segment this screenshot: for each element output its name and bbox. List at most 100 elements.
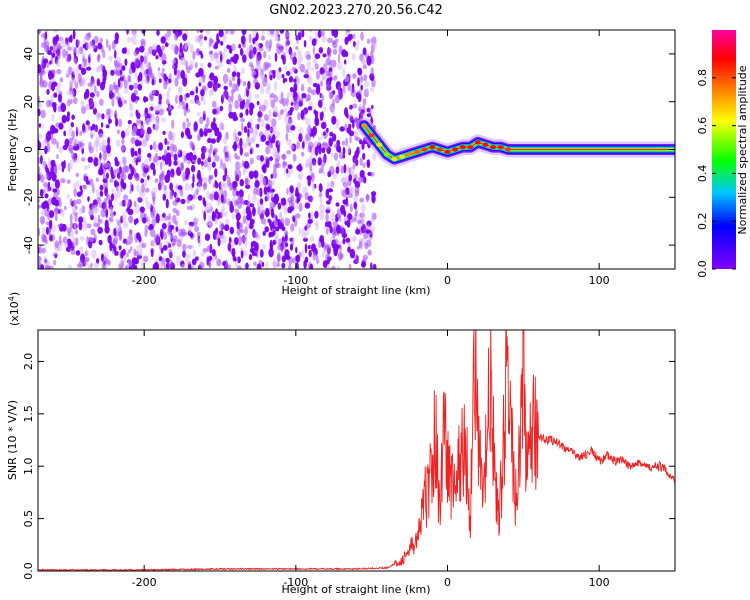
noise-speckle xyxy=(54,199,60,207)
noise-speckle xyxy=(167,146,170,151)
noise-speckle xyxy=(366,113,372,118)
y-tick-label: 1.0 xyxy=(22,457,35,475)
noise-speckle xyxy=(295,204,300,210)
noise-speckle xyxy=(269,156,273,162)
noise-speckle xyxy=(305,162,310,168)
noise-speckle xyxy=(152,43,157,51)
noise-speckle xyxy=(83,60,87,68)
noise-speckle xyxy=(136,184,140,193)
noise-speckle xyxy=(260,35,266,41)
noise-speckle xyxy=(354,42,359,51)
noise-speckle xyxy=(102,151,108,161)
noise-speckle xyxy=(153,233,160,244)
noise-speckle xyxy=(339,218,343,223)
noise-speckle xyxy=(126,36,131,44)
noise-speckle xyxy=(223,211,228,217)
noise-speckle xyxy=(306,93,312,101)
noise-speckle xyxy=(140,178,145,184)
noise-speckle xyxy=(218,221,224,230)
noise-speckle xyxy=(43,181,48,188)
noise-speckle xyxy=(221,51,226,60)
noise-speckle xyxy=(47,198,52,205)
noise-speckle xyxy=(327,37,333,43)
noise-speckle xyxy=(180,198,186,205)
noise-speckle xyxy=(270,99,275,109)
noise-speckle xyxy=(308,249,312,258)
noise-speckle xyxy=(253,261,257,267)
noise-speckle xyxy=(67,264,72,269)
noise-speckle xyxy=(354,173,358,181)
noise-speckle xyxy=(354,180,361,189)
noise-speckle xyxy=(293,91,298,98)
noise-speckle xyxy=(90,214,94,221)
noise-speckle xyxy=(286,91,291,99)
noise-speckle xyxy=(354,186,360,194)
noise-speckle xyxy=(225,197,231,206)
noise-speckle xyxy=(270,208,274,218)
noise-speckle xyxy=(105,172,109,180)
noise-speckle xyxy=(120,186,123,193)
noise-speckle xyxy=(72,68,76,75)
noise-speckle xyxy=(133,89,138,96)
noise-speckle xyxy=(240,67,245,75)
noise-speckle xyxy=(63,130,67,137)
noise-speckle xyxy=(344,51,349,58)
noise-speckle xyxy=(223,85,228,91)
noise-speckle xyxy=(370,217,376,223)
noise-speckle xyxy=(165,80,170,86)
noise-speckle xyxy=(144,69,148,78)
noise-speckle xyxy=(351,52,356,61)
noise-speckle xyxy=(60,178,66,184)
noise-speckle xyxy=(234,152,238,159)
noise-speckle xyxy=(260,209,266,215)
noise-speckle xyxy=(186,195,191,204)
noise-speckle xyxy=(342,146,346,156)
noise-speckle xyxy=(112,81,117,88)
noise-speckle xyxy=(130,147,135,158)
noise-speckle xyxy=(169,172,174,178)
noise-speckle xyxy=(85,32,91,41)
noise-speckle xyxy=(53,259,56,266)
noise-speckle xyxy=(146,127,152,135)
noise-speckle xyxy=(54,212,58,222)
noise-speckle xyxy=(95,188,100,197)
noise-speckle xyxy=(118,118,123,128)
noise-speckle xyxy=(74,229,79,235)
noise-speckle xyxy=(95,66,101,73)
noise-speckle xyxy=(364,242,369,250)
noise-speckle xyxy=(197,182,202,192)
noise-speckle xyxy=(237,170,242,179)
noise-speckle xyxy=(285,39,291,47)
noise-speckle xyxy=(344,75,350,83)
noise-speckle xyxy=(319,235,324,244)
noise-speckle xyxy=(255,143,260,148)
noise-speckle xyxy=(318,99,323,108)
noise-speckle xyxy=(261,261,265,267)
noise-speckle xyxy=(348,263,352,269)
noise-speckle xyxy=(66,179,71,184)
noise-speckle xyxy=(339,253,344,259)
y-tick-label: 2.0 xyxy=(22,353,35,371)
noise-speckle xyxy=(116,188,121,199)
noise-speckle xyxy=(360,84,364,91)
noise-speckle xyxy=(151,216,157,227)
noise-speckle xyxy=(216,198,221,207)
noise-speckle xyxy=(242,54,247,63)
noise-speckle xyxy=(173,153,178,162)
noise-speckle xyxy=(154,144,159,153)
noise-speckle xyxy=(180,69,185,80)
noise-speckle xyxy=(71,130,75,141)
noise-speckle xyxy=(295,46,299,50)
signal-peak xyxy=(436,147,443,152)
signal-peak xyxy=(474,140,481,145)
noise-speckle xyxy=(297,90,301,96)
noise-speckle xyxy=(118,231,122,241)
noise-speckle xyxy=(239,137,243,148)
noise-speckle xyxy=(280,91,284,101)
noise-speckle xyxy=(345,30,351,35)
noise-speckle xyxy=(39,76,43,85)
noise-speckle xyxy=(121,47,127,54)
noise-speckle xyxy=(58,146,64,154)
noise-speckle xyxy=(43,200,49,208)
